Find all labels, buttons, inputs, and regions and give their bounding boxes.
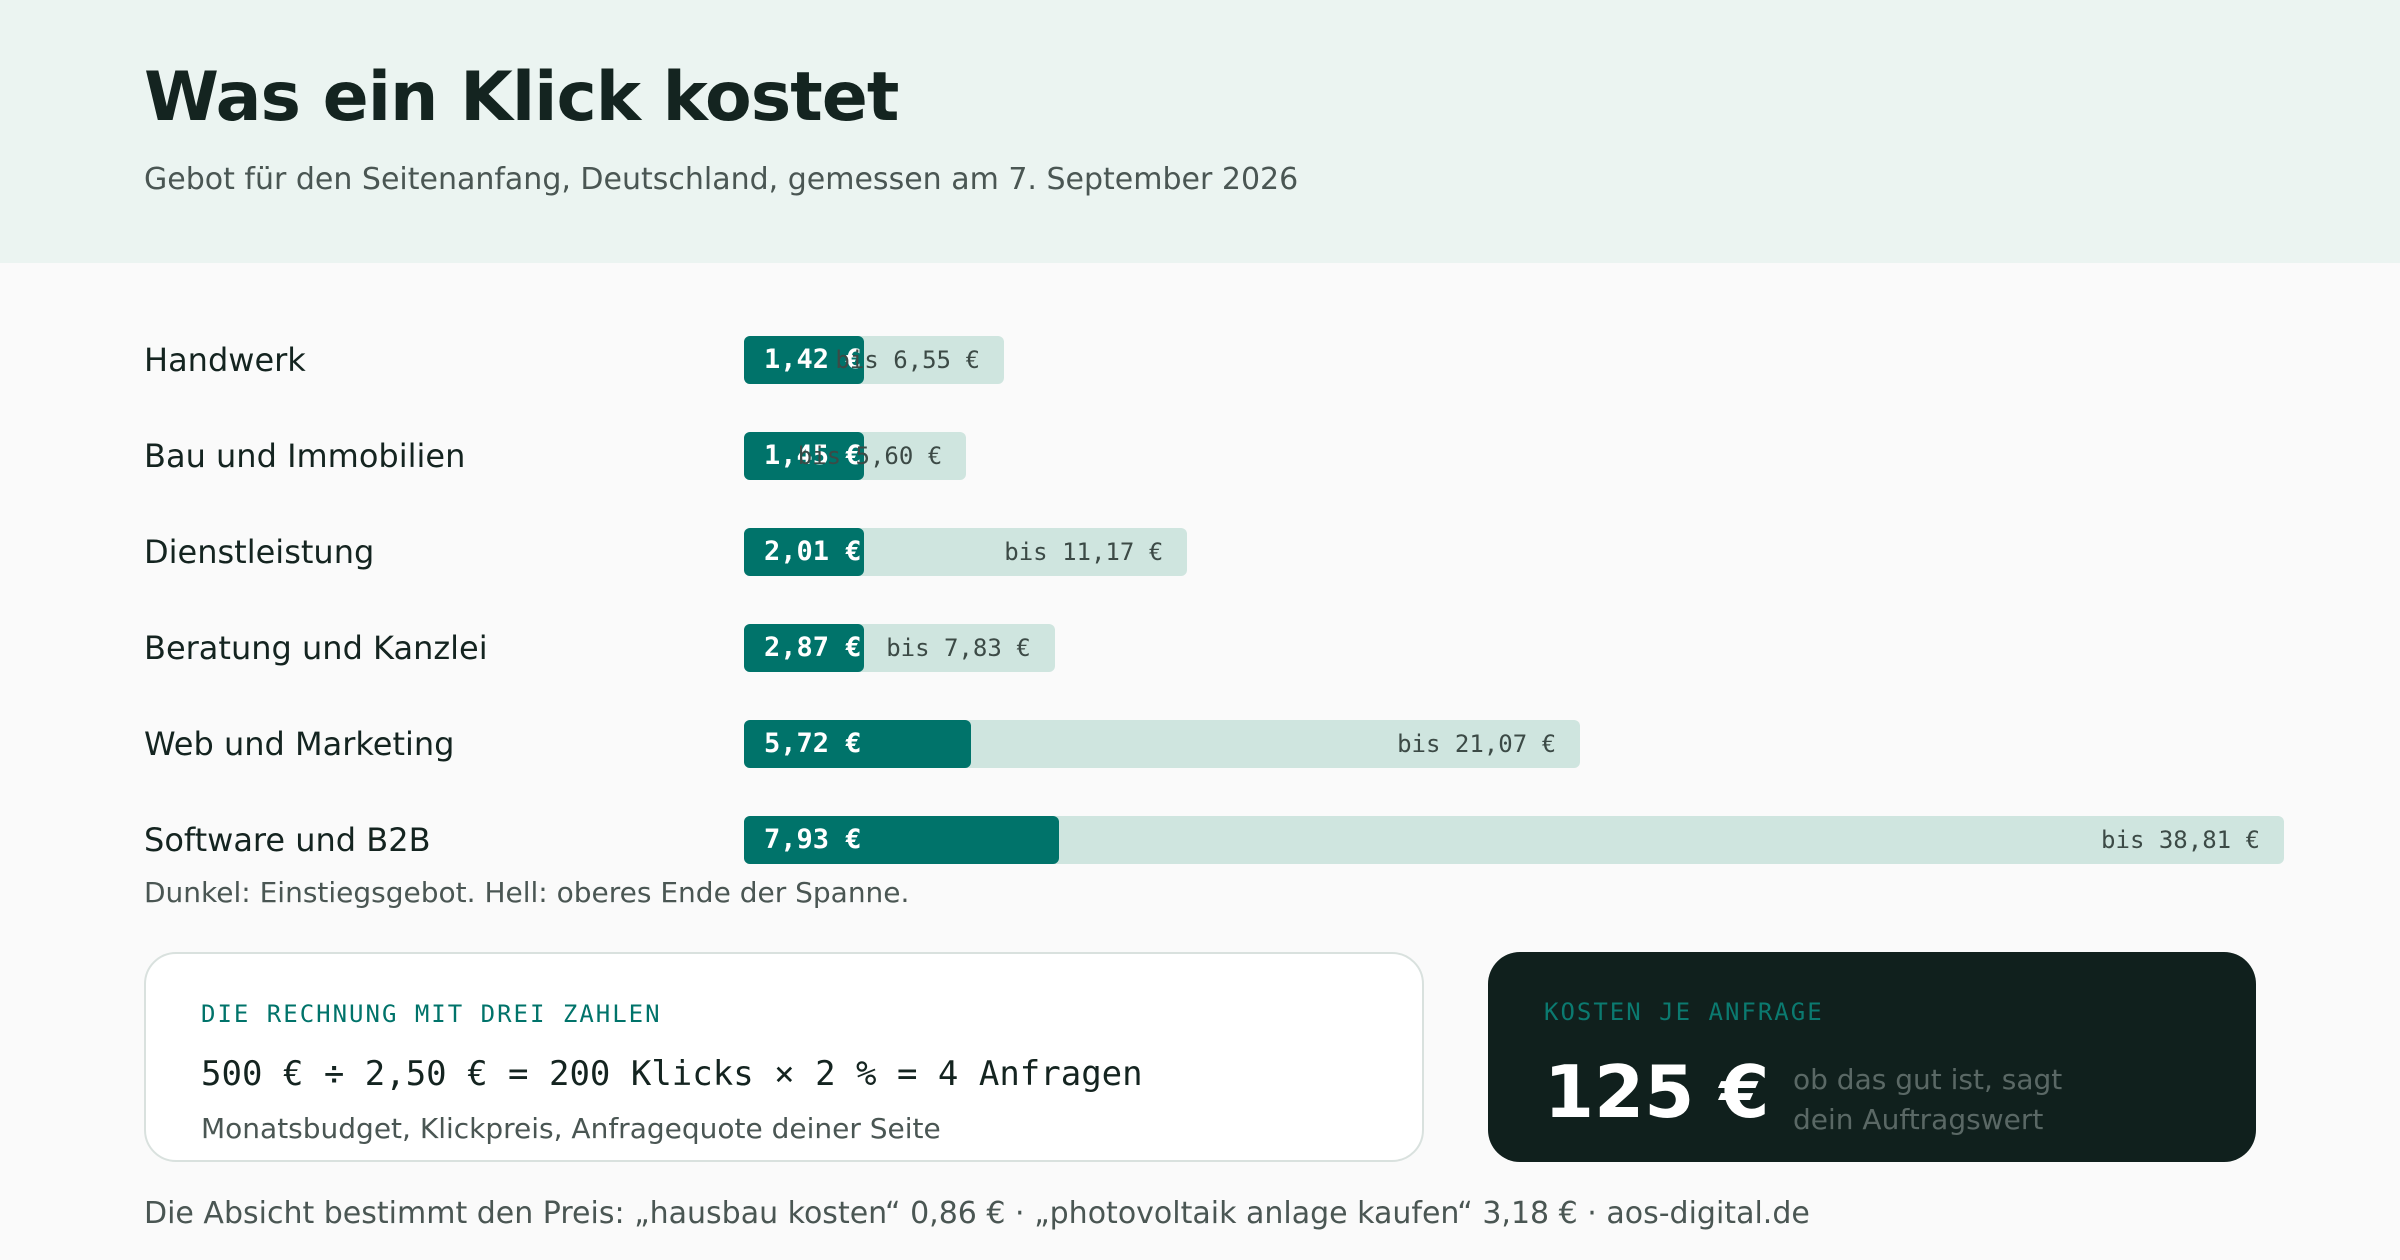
cost-heading: KOSTEN JE ANFRAGE — [1544, 998, 1824, 1026]
max-value-label-dienstleistung: bis 11,17 € — [1004, 538, 1164, 566]
entry-value-label-bau-und-immobilien: 1,45 € — [764, 440, 862, 471]
bar-entry-bau-und-immobilien — [744, 432, 864, 480]
footer-note: Die Absicht bestimmt den Preis: „hausbau… — [144, 1196, 1810, 1231]
calculation-heading: DIE RECHNUNG MIT DREI ZAHLEN — [201, 1000, 662, 1028]
max-value-label-handwerk: bis 6,55 € — [835, 346, 980, 374]
category-label-beratung-und-kanzlei: Beratung und Kanzlei — [144, 629, 488, 667]
cpc-bar-chart: Handwerk 1,42 € bis 6,55 € Bau und Immobili… — [144, 336, 2284, 864]
max-value-label-software-und-b2b: bis 38,81 € — [2101, 826, 2260, 854]
max-value-label-beratung-und-kanzlei: bis 7,83 € — [886, 634, 1031, 662]
page-subtitle: Gebot für den Seitenanfang, Deutschland,… — [144, 162, 1299, 197]
max-value-label-web-und-marketing: bis 21,07 € — [1397, 730, 1557, 758]
entry-value-label-software-und-b2b: 7,93 € — [764, 824, 862, 855]
legend-note: Dunkel: Einstiegsgebot. Hell: oberes End… — [144, 876, 910, 909]
max-value-label-bau-und-immobilien: bis 5,60 € — [797, 442, 943, 470]
bar-entry-handwerk — [744, 336, 864, 384]
header-band: Was ein Klick kostet Gebot für den Seite… — [0, 0, 2400, 263]
entry-value-label-dienstleistung: 2,01 € — [764, 536, 862, 567]
category-label-software-und-b2b: Software und B2B — [144, 821, 431, 859]
calculation-card: DIE RECHNUNG MIT DREI ZAHLEN 500 € ÷ 2,5… — [144, 952, 1424, 1162]
bar-entry-software-und-b2b — [744, 816, 1059, 864]
cost-value: 125 € — [1544, 1050, 1770, 1134]
bar-entry-dienstleistung — [744, 528, 864, 576]
category-label-dienstleistung: Dienstleistung — [144, 533, 375, 571]
entry-value-label-beratung-und-kanzlei: 2,87 € — [764, 632, 862, 663]
page-title: Was ein Klick kostet — [144, 58, 899, 137]
calculation-caption: Monatsbudget, Klickpreis, Anfragequote d… — [201, 1112, 941, 1145]
cost-note: ob das gut ist, sagt dein Auftragswert — [1793, 1063, 2063, 1136]
bar-entry-web-und-marketing — [744, 720, 971, 768]
category-label-bau-und-immobilien: Bau und Immobilien — [144, 437, 466, 475]
bar-entry-beratung-und-kanzlei — [744, 624, 864, 672]
cost-per-lead-card: KOSTEN JE ANFRAGE 125 € ob das gut ist, … — [1488, 952, 2256, 1162]
category-label-handwerk: Handwerk — [144, 341, 306, 379]
calculation-formula: 500 € ÷ 2,50 € = 200 Klicks × 2 % = 4 An… — [201, 1054, 1143, 1094]
entry-value-label-handwerk: 1,42 € — [764, 344, 862, 375]
entry-value-label-web-und-marketing: 5,72 € — [764, 728, 862, 759]
category-label-web-und-marketing: Web und Marketing — [144, 725, 455, 763]
